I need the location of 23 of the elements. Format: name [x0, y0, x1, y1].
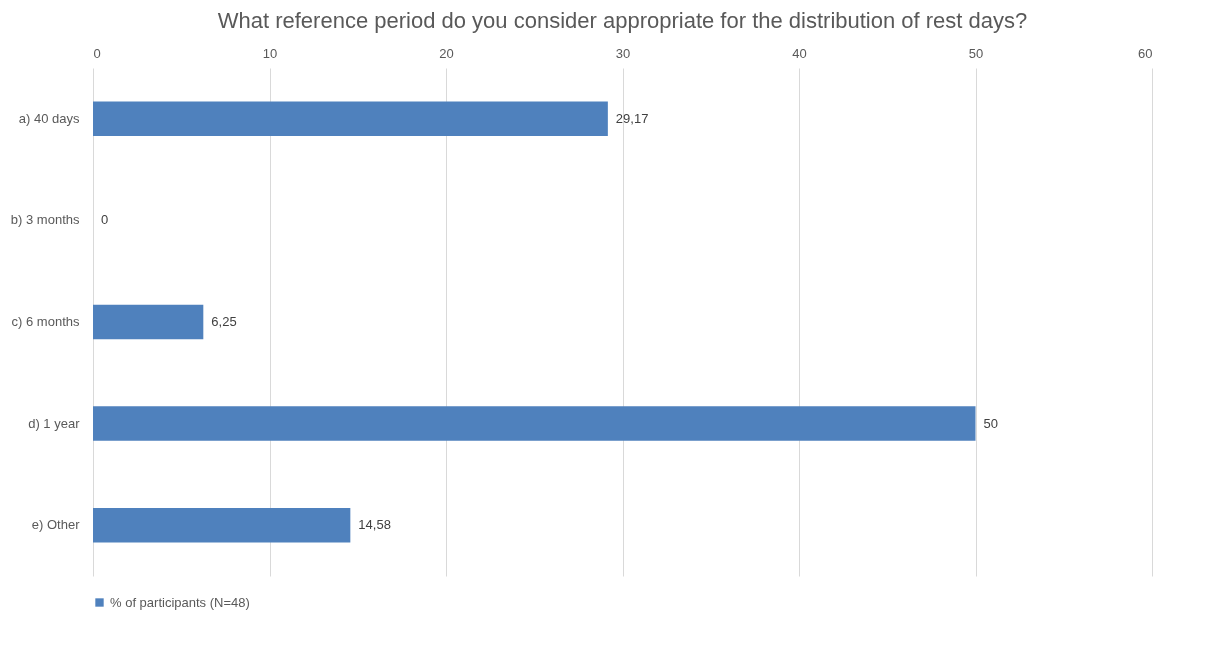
data-label: 29,17: [615, 110, 649, 126]
bar: [93, 507, 351, 543]
x-tick-label: 30: [615, 45, 631, 61]
data-label: 50: [983, 415, 998, 431]
bar: [93, 304, 204, 340]
x-tick-label: 10: [262, 45, 278, 61]
x-tick-label: 50: [968, 45, 984, 61]
y-tick-label: b) 3 months: [10, 212, 80, 228]
chart-title: What reference period do you consider appropriate for the distribution of rest days?: [217, 8, 1028, 33]
x-tick-label: 60: [1138, 45, 1153, 61]
data-label: 6,25: [211, 314, 237, 329]
x-tick-label: 0: [93, 45, 101, 61]
bar: [93, 406, 976, 441]
x-tick-label: 40: [792, 45, 807, 61]
data-label: 0: [101, 212, 109, 228]
y-tick-label: d) 1 year: [28, 415, 81, 431]
y-tick-label: e) Other: [31, 517, 81, 533]
y-tick-label: c) 6 months: [11, 314, 80, 329]
x-tick-label: 20: [439, 45, 454, 61]
data-label: 14,58: [358, 517, 391, 533]
legend-label: % of participants (N=48): [110, 594, 250, 610]
y-tick-label: a) 40 days: [18, 110, 80, 126]
bar: [93, 101, 608, 137]
